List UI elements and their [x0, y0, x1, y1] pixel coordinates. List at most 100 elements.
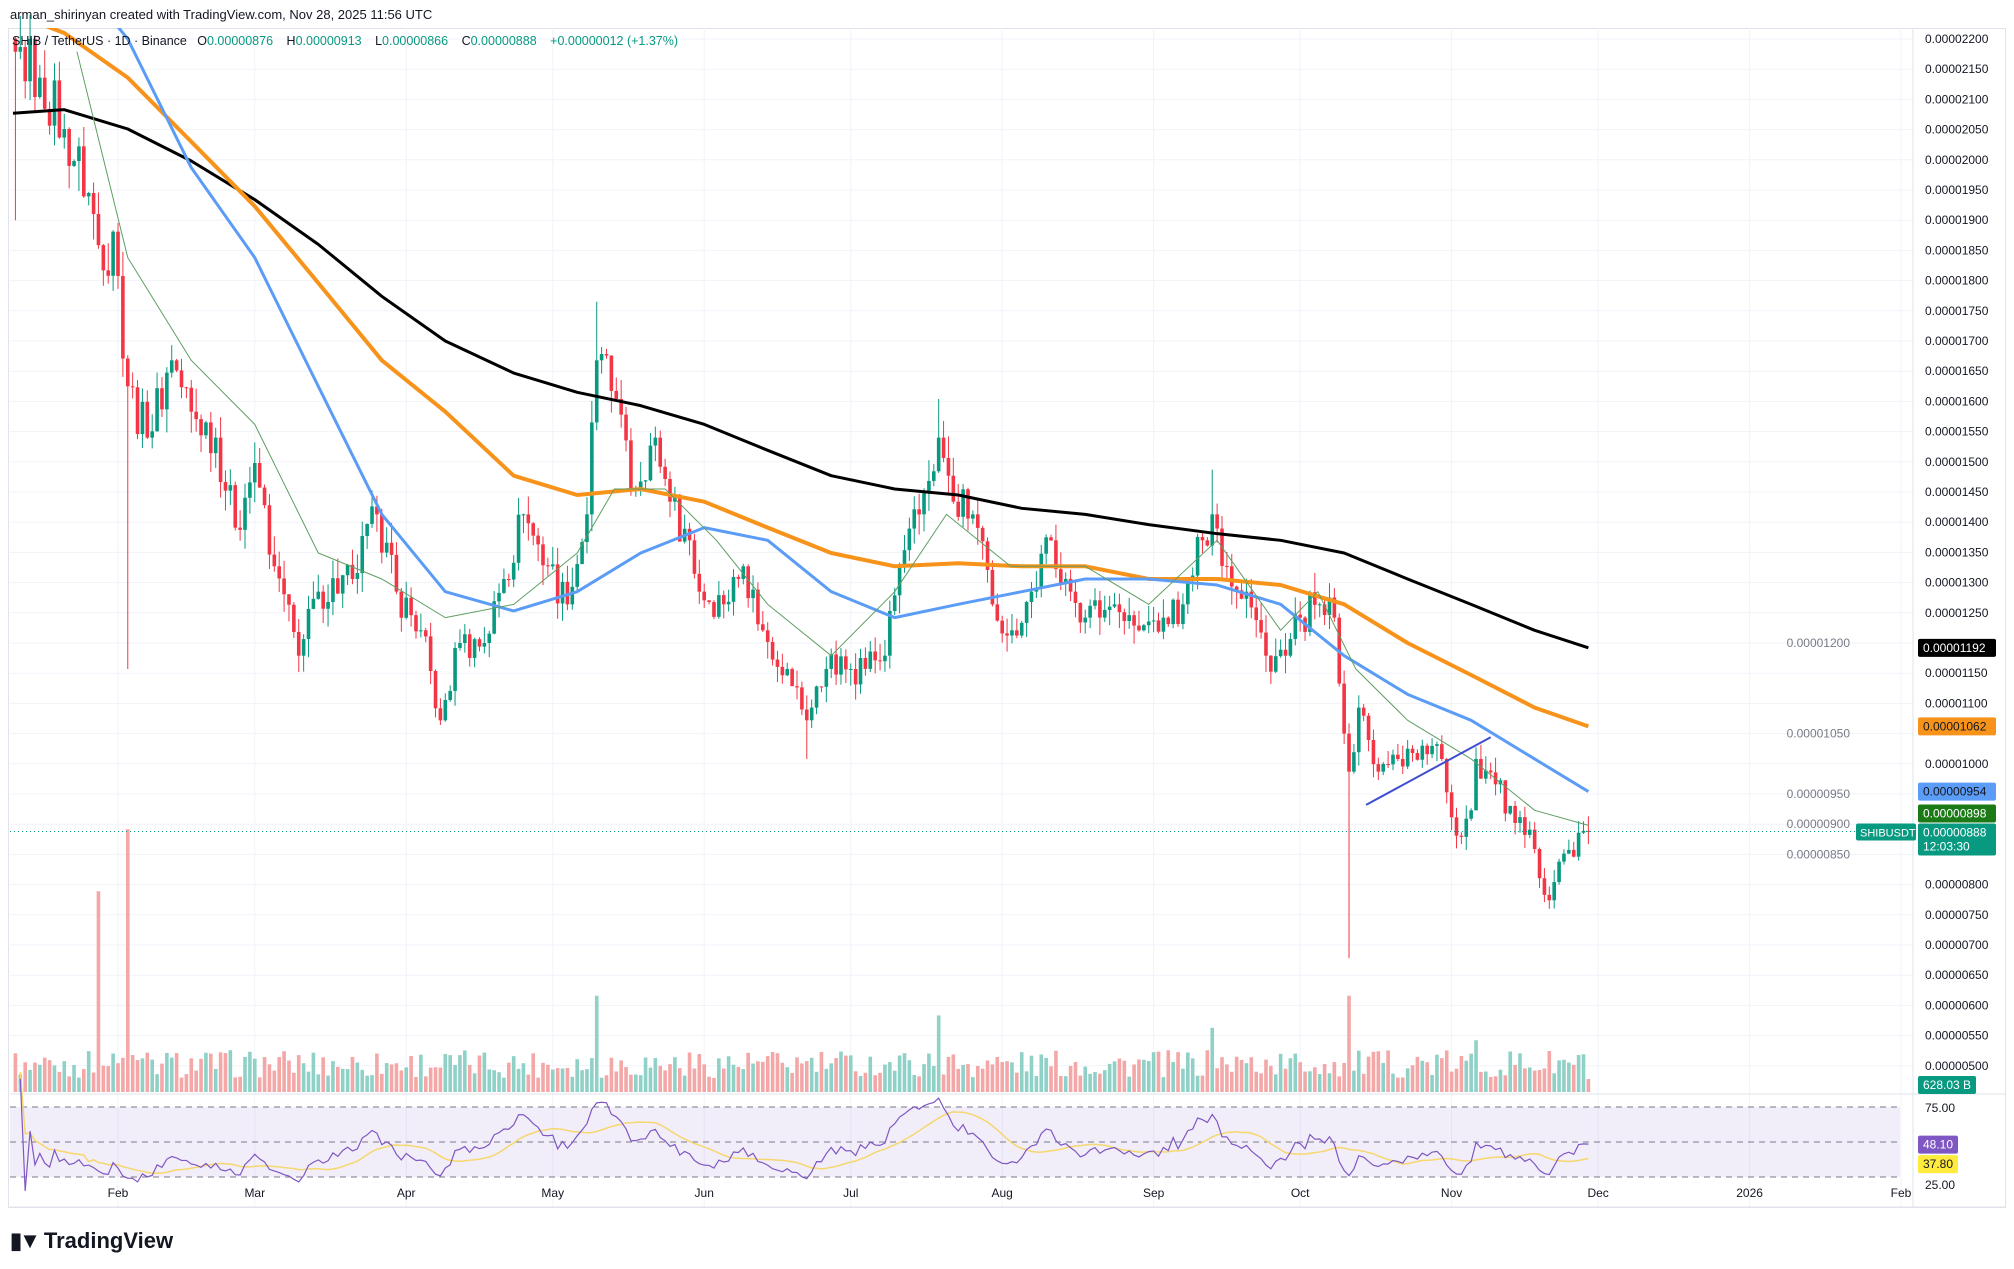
candle-down: [145, 401, 150, 438]
volume-bar: [1000, 1062, 1004, 1092]
volume-bar: [223, 1053, 228, 1092]
volume-bar: [756, 1061, 760, 1092]
candle-up: [824, 668, 829, 687]
volume-bar: [526, 1074, 531, 1092]
volume-bar: [614, 1071, 619, 1092]
candle-up: [62, 128, 67, 138]
volume-bar: [1532, 1070, 1537, 1092]
candle-up: [839, 656, 843, 675]
volume-bar: [340, 1068, 345, 1092]
volume-bar: [121, 1057, 125, 1092]
volume-bar: [370, 1075, 374, 1092]
y-tick-label: 0.00001850: [1925, 243, 1989, 257]
candle-down: [262, 487, 267, 506]
candle-up: [18, 47, 23, 52]
y-tick-label: 0.00001900: [1925, 213, 1989, 227]
candle-up: [1391, 754, 1395, 765]
volume-bar: [1425, 1062, 1429, 1092]
candle-down: [1117, 604, 1122, 613]
candle-down: [414, 615, 418, 632]
volume-bar: [433, 1067, 438, 1092]
candle-up: [1557, 861, 1561, 883]
volume-bar: [712, 1077, 716, 1092]
candle-down: [336, 578, 340, 594]
volume-bar: [511, 1056, 516, 1092]
volume-bar: [67, 1076, 71, 1092]
candle-up: [638, 481, 643, 489]
volume-bar: [1356, 1050, 1361, 1092]
candle-down: [975, 514, 980, 528]
candle-up: [653, 437, 658, 446]
candle-down: [1264, 632, 1268, 656]
candle-up: [1010, 630, 1014, 636]
candle-down: [1523, 817, 1527, 835]
volume-bar: [116, 1063, 120, 1092]
volume-bar: [467, 1064, 472, 1092]
y-tick-label: 0.00001200: [1787, 636, 1851, 650]
volume-bar: [336, 1066, 340, 1092]
volume-bar: [1459, 1055, 1464, 1092]
candle-up: [1151, 620, 1156, 622]
y-tick-label: 0.00001150: [1925, 666, 1988, 680]
candle-down: [1068, 578, 1073, 592]
volume-bar: [1259, 1073, 1263, 1092]
ma20-badge: 0.00000898: [1923, 806, 1987, 820]
candle-up: [971, 514, 975, 519]
symbol-title[interactable]: SHIB / TetherUS · 1D · Binance: [12, 34, 187, 48]
candle-down: [1269, 655, 1273, 672]
volume-bar: [1054, 1050, 1058, 1092]
volume-bar: [1127, 1076, 1131, 1092]
candle-down: [1200, 536, 1205, 541]
candle-up: [648, 445, 653, 481]
candle-up: [1293, 614, 1298, 640]
candle-down: [1059, 569, 1063, 584]
y-tick-label: 0.00002000: [1925, 153, 1989, 167]
volume-bar: [1527, 1067, 1532, 1092]
volume-bar: [1518, 1053, 1522, 1092]
candle-down: [1215, 514, 1219, 529]
candle-up: [355, 573, 360, 579]
candle-down: [917, 509, 921, 515]
volume-bar: [228, 1050, 233, 1092]
volume-bar: [96, 891, 101, 1092]
volume-bar: [536, 1077, 540, 1092]
candle-down: [477, 639, 482, 647]
candle-down: [1454, 817, 1459, 836]
volume-bar: [1571, 1064, 1576, 1092]
y-tick-label: 0.00001550: [1925, 425, 1989, 439]
candle-up: [86, 193, 91, 197]
volume-bar: [1093, 1072, 1097, 1092]
volume-bar: [487, 1069, 492, 1092]
volume-bar: [1161, 1077, 1166, 1092]
volume-bar: [550, 1069, 555, 1092]
volume-bar: [692, 1068, 697, 1092]
volume-bar: [1156, 1051, 1161, 1092]
candle-down: [1234, 586, 1239, 591]
bar-countdown: 12:03:30: [1923, 839, 1970, 853]
candle-down: [1488, 770, 1493, 773]
volume-bar: [624, 1067, 628, 1092]
volume-bar: [1381, 1062, 1386, 1092]
candle-down: [1137, 625, 1141, 631]
volume-bar: [629, 1074, 633, 1092]
volume-bar: [648, 1067, 653, 1092]
volume-bar: [62, 1061, 67, 1092]
x-tick-label: Feb: [1891, 1186, 1912, 1200]
volume-bar: [507, 1062, 511, 1092]
tradingview-logo[interactable]: ▮▼ TradingView: [10, 1228, 173, 1254]
volume-bar: [52, 1065, 57, 1092]
volume-bar: [580, 1070, 584, 1092]
candle-down: [1449, 792, 1454, 818]
volume-bar: [238, 1076, 242, 1092]
candle-up: [1562, 853, 1566, 862]
candle-down: [1542, 878, 1547, 895]
volume-bar: [1454, 1068, 1459, 1092]
candle-up: [927, 480, 931, 494]
volume-bar: [394, 1063, 399, 1092]
volume-bar: [111, 1053, 115, 1092]
candle-down: [82, 146, 86, 197]
candle-down: [209, 422, 213, 454]
y-tick-label: 0.00002100: [1925, 92, 1989, 106]
candle-down: [721, 595, 726, 605]
